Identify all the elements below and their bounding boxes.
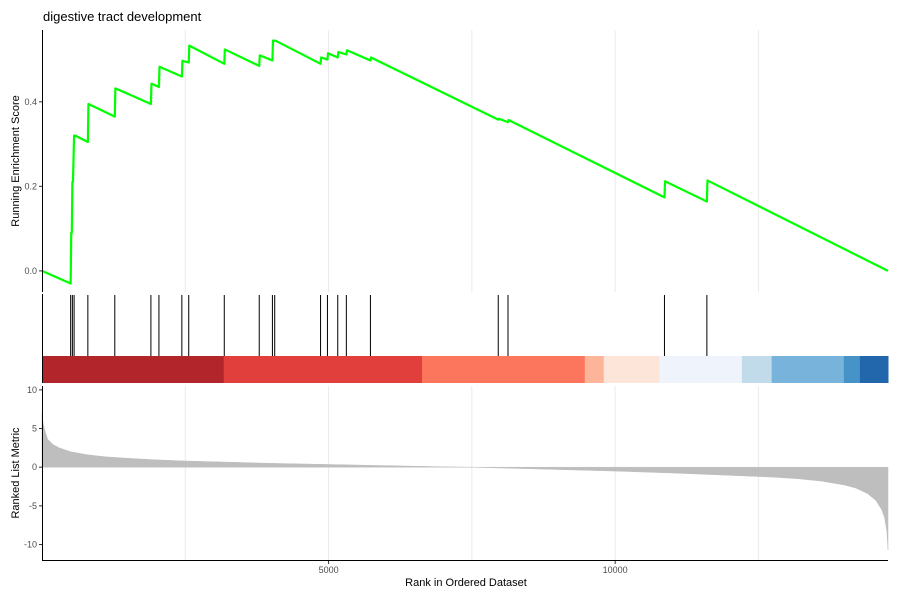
rank-color-bar — [42, 356, 889, 383]
rank-color-band — [659, 356, 743, 383]
metric-y-tick-label: 0 — [32, 462, 37, 472]
metric-y-tick-label: 10 — [27, 385, 37, 395]
running-enrichment-panel: 0.0 0.2 0.4 digestive tract development Ru… — [10, 9, 889, 292]
rank-color-band — [42, 356, 225, 383]
metric-y-tick-label: 5 — [32, 424, 37, 434]
ranked-metric-panel: 10 5 0 -5 -10 5000 10000 Ranked List Metric R… — [10, 385, 889, 589]
gene-hits-panel — [42, 294, 889, 383]
es-gridlines — [184, 30, 759, 292]
x-axis-title: Rank in Ordered Dataset — [405, 577, 527, 589]
metric-y-tick-label: -5 — [29, 501, 37, 511]
rank-color-band — [741, 356, 773, 383]
es-y-ticks: 0.0 0.2 0.4 — [24, 97, 42, 276]
rank-color-band — [223, 356, 423, 383]
rank-color-band — [843, 356, 861, 383]
rank-color-band — [771, 356, 845, 383]
rank-color-band — [422, 356, 586, 383]
metric-x-tick-label: 5000 — [319, 565, 339, 575]
metric-y-ticks: 10 5 0 -5 -10 — [24, 385, 42, 550]
rank-color-band — [603, 356, 660, 383]
es-y-axis-title: Running Enrichment Score — [10, 95, 22, 226]
gene-hit-lines — [70, 295, 708, 356]
running-enrichment-line — [41, 39, 889, 285]
rank-color-band — [584, 356, 605, 383]
chart-title: digestive tract development — [43, 9, 202, 24]
ranked-metric-area — [41, 413, 889, 550]
es-y-tick-label: 0.0 — [24, 266, 37, 276]
rank-color-band — [859, 356, 889, 383]
metric-x-ticks: 5000 10000 — [319, 561, 628, 575]
metric-x-tick-label: 10000 — [603, 565, 628, 575]
es-y-tick-label: 0.4 — [24, 97, 37, 107]
es-y-tick-label: 0.2 — [24, 181, 37, 191]
metric-y-axis-title: Ranked List Metric — [10, 427, 22, 519]
metric-y-tick-label: -10 — [24, 540, 37, 550]
